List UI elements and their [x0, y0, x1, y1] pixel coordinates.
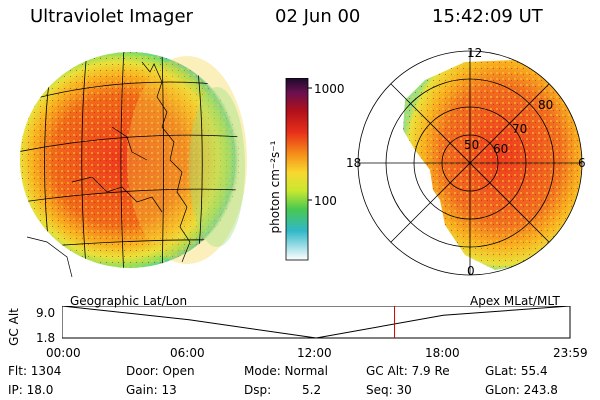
mlt-label-18: 18 [346, 156, 362, 170]
geographic-globe [20, 52, 247, 278]
colorbar-tick-1000: 1000 [314, 82, 345, 96]
time-tick-1800: 18:00 [425, 346, 460, 360]
polar-grid [357, 50, 583, 276]
mlt-label-0: 0 [467, 264, 475, 278]
gain-value: Gain: 13 [126, 383, 177, 397]
mode-status: Mode: Normal [244, 364, 328, 378]
colorbar-unit-label: photon cm⁻²s⁻¹ [268, 140, 282, 234]
dsp-value: 5.2 [302, 383, 322, 397]
door-status: Door: Open [126, 364, 195, 378]
dsp-label: Dsp: [244, 383, 272, 397]
colorbar-tick-100: 100 [314, 194, 337, 208]
polar-mlat-mlt-plot [357, 50, 583, 276]
polar-caption: Apex MLat/MLT [470, 294, 560, 308]
image-time: 15:42:09 UT [432, 6, 543, 27]
altitude-line [62, 306, 571, 339]
time-tick-0600: 06:00 [170, 346, 205, 360]
altitude-plot [62, 306, 571, 339]
mlat-label-60: 60 [493, 142, 509, 156]
mlat-label-50: 50 [464, 138, 480, 152]
flight-number: Flt: 1304 [8, 364, 62, 378]
coastline-outline [26, 61, 191, 278]
sequence-number: Seq: 30 [366, 383, 412, 397]
mlat-label-80: 80 [538, 98, 554, 112]
alt-tick-high: 9.0 [36, 306, 56, 320]
mlt-label-6: 6 [578, 156, 586, 170]
alt-axis-title: GC Alt [7, 308, 21, 346]
time-tick-2359: 23:59 [553, 346, 588, 360]
image-date: 02 Jun 00 [275, 6, 361, 27]
ip-value: IP: 18.0 [8, 383, 54, 397]
gc-altitude: GC Alt: 7.9 Re [366, 364, 450, 378]
mlat-label-70: 70 [512, 122, 528, 136]
geographic-longitude: GLon: 243.8 [485, 383, 558, 397]
alt-tick-low: 1.8 [36, 331, 56, 345]
colorbar [285, 78, 312, 261]
instrument-title: Ultraviolet Imager [30, 6, 193, 27]
geographic-latitude: GLat: 55.4 [485, 364, 548, 378]
altitude-frame [62, 306, 571, 339]
globe-caption: Geographic Lat/Lon [70, 294, 188, 308]
time-tick-0000: 00:00 [46, 346, 81, 360]
time-tick-1200: 12:00 [297, 346, 332, 360]
mlt-label-12: 12 [467, 46, 483, 60]
